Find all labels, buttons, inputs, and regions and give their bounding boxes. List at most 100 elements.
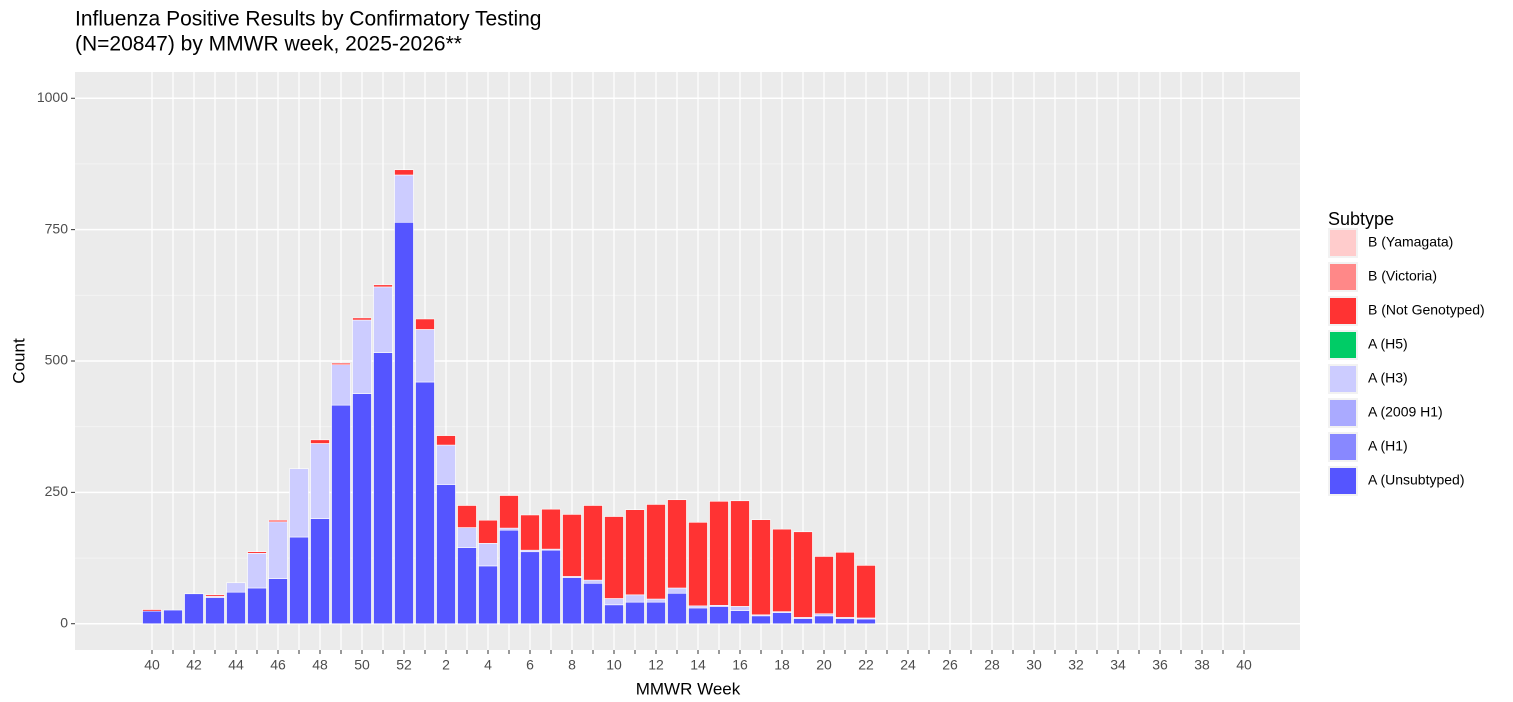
bar-segment [415,329,435,383]
legend-swatch [1330,264,1356,290]
y-tick-label: 750 [45,220,69,236]
legend-label: B (Victoria) [1368,268,1437,284]
bar-segment [709,500,729,606]
bar-segment [205,594,225,597]
x-tick-label: 42 [186,657,202,673]
bar-segment [205,597,225,625]
bar-segment [814,613,834,617]
y-tick-label: 500 [45,352,69,368]
bar-segment [499,495,519,529]
bar-segment [457,527,477,548]
bar-segment [226,591,246,625]
bar-segment [142,610,162,625]
bar-segment [688,605,708,609]
bar-segment [478,543,498,567]
chart-title: Influenza Positive Results by Confirmato… [75,8,542,31]
bar-segment [667,587,687,594]
bar-segment [247,587,267,625]
x-tick-label: 52 [396,657,412,673]
x-tick-label: 10 [606,657,622,673]
x-tick-label: 38 [1194,657,1210,673]
legend-label: A (Unsubtyped) [1368,472,1465,488]
legend-label: A (H1) [1368,438,1408,454]
y-tick-label: 1000 [37,89,68,105]
x-tick-label: 24 [900,657,916,673]
x-tick-label: 44 [228,657,244,673]
bar-segment [436,484,456,625]
legend-label: A (H3) [1368,370,1408,386]
x-tick-label: 2 [442,657,450,673]
bar-segment [646,598,666,603]
bar-segment [562,577,582,625]
bar-segment [772,612,792,625]
bar-segment [247,551,267,554]
x-tick-label: 46 [270,657,286,673]
bar-segment [793,531,813,618]
x-tick-label: 22 [858,657,874,673]
x-tick-label: 12 [648,657,664,673]
bar-segment [352,317,372,321]
bar-segment [856,565,876,619]
bar-segment [457,547,477,625]
bar-segment [394,174,414,223]
x-tick-label: 4 [484,657,492,673]
bar-segment [793,618,813,625]
x-tick-label: 36 [1152,657,1168,673]
bar-segment [667,592,687,625]
bar-segment [289,468,309,538]
legend-label: A (H5) [1368,336,1408,352]
x-tick-label: 30 [1026,657,1042,673]
y-tick-label: 250 [45,483,69,499]
bar-segment [394,169,414,176]
bar-segment [856,618,876,625]
bar-segment [562,514,582,577]
x-tick-label: 34 [1110,657,1126,673]
legend-swatch [1330,332,1356,358]
bar-segment [583,582,603,625]
bar-segment [310,518,330,625]
bar-segment [394,221,414,625]
bar-segment [478,565,498,625]
bar-segment [541,549,561,625]
bar-segment [730,606,750,611]
legend-label: A (2009 H1) [1368,404,1443,420]
bar-segment [730,610,750,625]
bar-segment [814,615,834,625]
bar-segment [457,505,477,528]
legend-swatch [1330,298,1356,324]
bar-segment [268,519,288,523]
bar-segment [604,598,624,606]
bar-segment [604,604,624,625]
y-axis-title: Count [9,338,28,384]
x-tick-label: 8 [568,657,576,673]
bar-segment [436,444,456,485]
x-tick-label: 14 [690,657,706,673]
bar-segment [625,601,645,625]
bar-segment [373,286,393,353]
bar-segment [520,514,540,551]
bar-segment [331,362,351,365]
bar-segment [310,443,330,519]
bar-segment [667,499,687,589]
bar-segment [625,594,645,603]
bar-segment [751,519,771,616]
legend-swatch [1330,230,1356,256]
x-tick-label: 28 [984,657,1000,673]
bar-segment [415,381,435,625]
x-tick-label: 32 [1068,657,1084,673]
bar-segment [709,606,729,625]
x-tick-label: 18 [774,657,790,673]
x-axis-title: MMWR Week [636,679,741,698]
bar-segment [604,516,624,599]
bar-segment [520,551,540,625]
bar-segment [331,364,351,406]
bar-segment [310,439,330,444]
x-tick-label: 40 [1236,657,1252,673]
bar-segment [415,318,435,330]
bar-segment [541,508,561,550]
x-tick-label: 6 [526,657,534,673]
x-tick-label: 20 [816,657,832,673]
bar-segment [730,500,750,607]
legend-title: Subtype [1328,209,1394,229]
